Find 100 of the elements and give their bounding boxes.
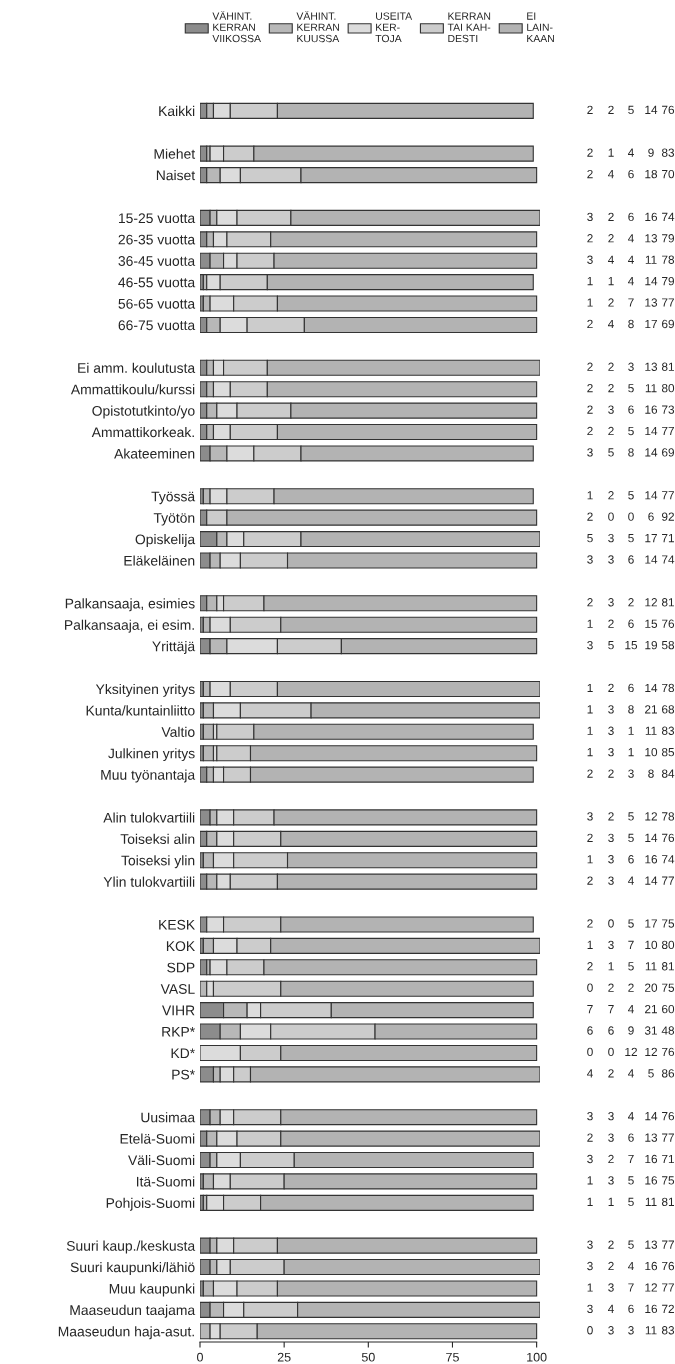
y-tick-label: Ammattikoulu/kurssi [70, 384, 195, 395]
data-label: 7 [628, 298, 634, 307]
data-label: 3 [608, 855, 614, 864]
data-label: 2 [608, 769, 614, 778]
data-label: 7 [587, 1005, 593, 1014]
data-label: 1 [587, 619, 593, 628]
data-label: 5 [628, 426, 634, 436]
data-label: 78 [662, 683, 675, 693]
data-label: 5 [628, 812, 634, 821]
data-label: 2 [608, 983, 614, 992]
y-tick-label: Pohjois-Suomi [106, 1197, 195, 1211]
data-label: 3 [608, 533, 614, 543]
data-label: 2 [608, 812, 614, 821]
data-label: 1 [608, 962, 614, 971]
data-label: 3 [628, 1326, 634, 1335]
data-label: 4 [627, 234, 634, 243]
data-label: 3 [587, 1111, 593, 1121]
y-tick-label: Yksityinen yritys [95, 683, 195, 697]
x-tick-label: 25 [277, 1352, 291, 1362]
data-label: 6 [628, 555, 634, 564]
data-label: 2 [608, 426, 614, 436]
data-label: 7 [608, 1005, 614, 1014]
data-label: 1 [587, 940, 593, 949]
data-label: 3 [608, 405, 614, 414]
data-label: 13 [645, 298, 658, 307]
data-label: 3 [628, 362, 634, 371]
data-label: 2 [608, 298, 614, 307]
data-label: 1 [587, 705, 593, 714]
data-label: 69 [662, 319, 675, 329]
data-label: 72 [662, 1304, 674, 1313]
data-label: 80 [661, 384, 675, 393]
data-label: 2 [608, 1240, 614, 1249]
y-tick-label: 46-55 vuotta [118, 277, 196, 288]
data-label: 12 [645, 812, 657, 821]
data-label: 8 [628, 705, 634, 714]
y-tick-label: 56-65 vuotta [118, 298, 196, 309]
data-label: 12 [645, 1047, 657, 1056]
data-label: 1 [587, 748, 593, 757]
data-label: 5 [608, 641, 614, 650]
data-label: 1 [587, 1283, 593, 1292]
data-label: 16 [645, 1176, 658, 1185]
data-label: 77 [662, 298, 674, 307]
data-label: 92 [661, 512, 674, 521]
y-tick-label: Suuri kaup./keskusta [66, 1240, 196, 1254]
data-label: 3 [608, 1326, 614, 1335]
data-label: 5 [628, 105, 634, 115]
data-label: 6 [628, 619, 634, 628]
data-label: 76 [662, 619, 675, 628]
data-label: 21 [645, 1004, 657, 1014]
data-label: 70 [662, 169, 675, 179]
y-tick-label: Työssä [151, 491, 196, 505]
y-tick-label: Ylin tulokvartiili [103, 876, 195, 887]
data-label: 77 [662, 426, 674, 436]
data-label: 75 [662, 983, 675, 992]
y-tick-label: Ammattikorkeak. [91, 426, 194, 438]
data-label: 3 [608, 1283, 614, 1292]
data-label: 2 [587, 962, 593, 971]
data-label: 3 [608, 1133, 614, 1142]
legend-label: VÄHINT. KERRAN KUUSSA [296, 10, 340, 43]
data-label: 6 [628, 169, 634, 179]
data-label: 0 [587, 983, 593, 992]
data-label: 0 [587, 1326, 593, 1335]
data-label: 2 [608, 683, 614, 693]
data-label: 2 [587, 148, 593, 157]
data-label: 13 [645, 1133, 658, 1142]
data-label: 14 [645, 105, 658, 114]
data-label: 2 [587, 1133, 593, 1142]
data-label: 17 [645, 919, 657, 928]
y-tick-label: Maaseudun taajama [70, 1304, 196, 1318]
data-label: 75 [662, 1176, 675, 1185]
data-label: 11 [645, 1197, 657, 1206]
y-tick-label: Toiseksi alin [120, 833, 195, 844]
y-tick-label: RKP* [162, 1027, 195, 1037]
data-label: 3 [608, 555, 614, 564]
data-label: 3 [608, 833, 614, 842]
data-label: 3 [587, 255, 593, 264]
data-label: 14 [645, 277, 658, 286]
data-label: 78 [662, 812, 675, 821]
y-tick-label: 36-45 vuotta [118, 256, 196, 266]
data-label: 74 [662, 555, 675, 564]
data-label: 3 [608, 876, 614, 885]
data-label: 12 [645, 1283, 657, 1292]
data-label: 76 [662, 105, 675, 115]
y-tick-label: Eläkeläinen [124, 555, 195, 566]
data-label: 3 [608, 1111, 614, 1121]
y-tick-label: Muu työnantaja [101, 769, 196, 783]
data-label: 3 [608, 1176, 614, 1185]
y-tick-label: Väli-Suomi [128, 1154, 195, 1166]
data-label: 13 [645, 362, 658, 371]
y-tick-label: Akateeminen [114, 448, 195, 459]
data-label: 4 [627, 148, 634, 157]
data-label: 6 [628, 1133, 634, 1142]
data-label: 77 [662, 1133, 674, 1142]
data-label: 3 [628, 769, 634, 778]
data-label: 2 [587, 169, 593, 179]
data-label: 14 [645, 555, 658, 564]
data-label: 13 [645, 234, 658, 243]
data-label: 2 [587, 234, 593, 243]
data-label: 8 [628, 319, 634, 329]
data-label: 7 [628, 1283, 634, 1292]
